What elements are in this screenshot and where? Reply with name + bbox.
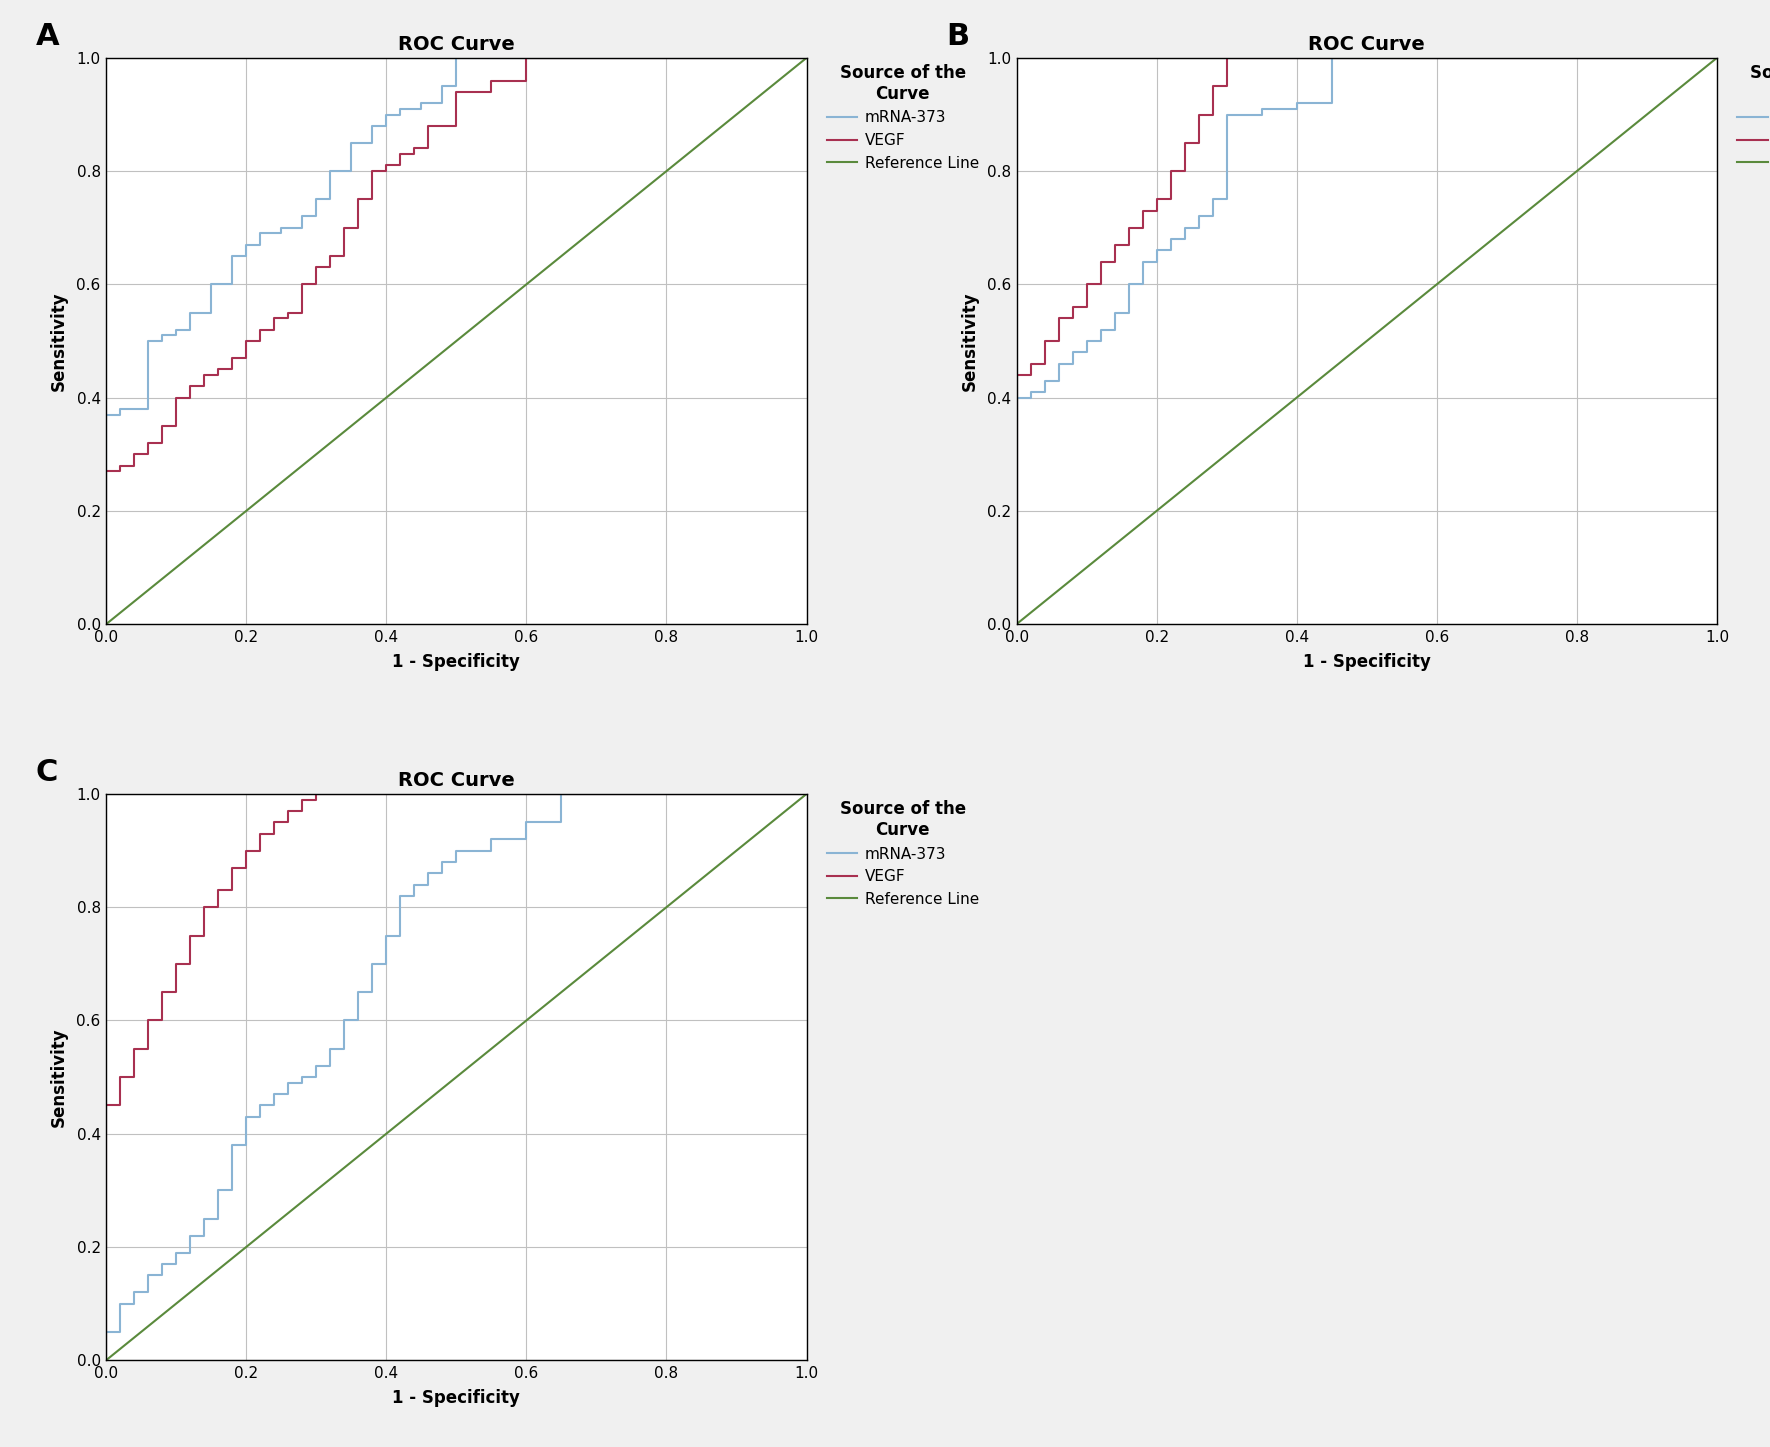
Text: C: C bbox=[35, 758, 58, 787]
X-axis label: 1 - Specificity: 1 - Specificity bbox=[393, 653, 520, 671]
Title: ROC Curve: ROC Curve bbox=[1308, 35, 1425, 54]
X-axis label: 1 - Specificity: 1 - Specificity bbox=[1303, 653, 1430, 671]
Text: A: A bbox=[35, 22, 58, 51]
X-axis label: 1 - Specificity: 1 - Specificity bbox=[393, 1389, 520, 1406]
Legend: mRNA-373, VEGF, Reference Line: mRNA-373, VEGF, Reference Line bbox=[821, 794, 986, 913]
Y-axis label: Sensitivity: Sensitivity bbox=[961, 291, 979, 391]
Y-axis label: Sensitivity: Sensitivity bbox=[50, 291, 67, 391]
Title: ROC Curve: ROC Curve bbox=[398, 35, 515, 54]
Text: B: B bbox=[945, 22, 968, 51]
Legend: mRNA-373, VEGF, Reference Line: mRNA-373, VEGF, Reference Line bbox=[821, 58, 986, 177]
Y-axis label: Sensitivity: Sensitivity bbox=[50, 1027, 67, 1127]
Title: ROC Curve: ROC Curve bbox=[398, 771, 515, 790]
Legend: mRNA-373, VEGF, Reference Line: mRNA-373, VEGF, Reference Line bbox=[1731, 58, 1770, 177]
